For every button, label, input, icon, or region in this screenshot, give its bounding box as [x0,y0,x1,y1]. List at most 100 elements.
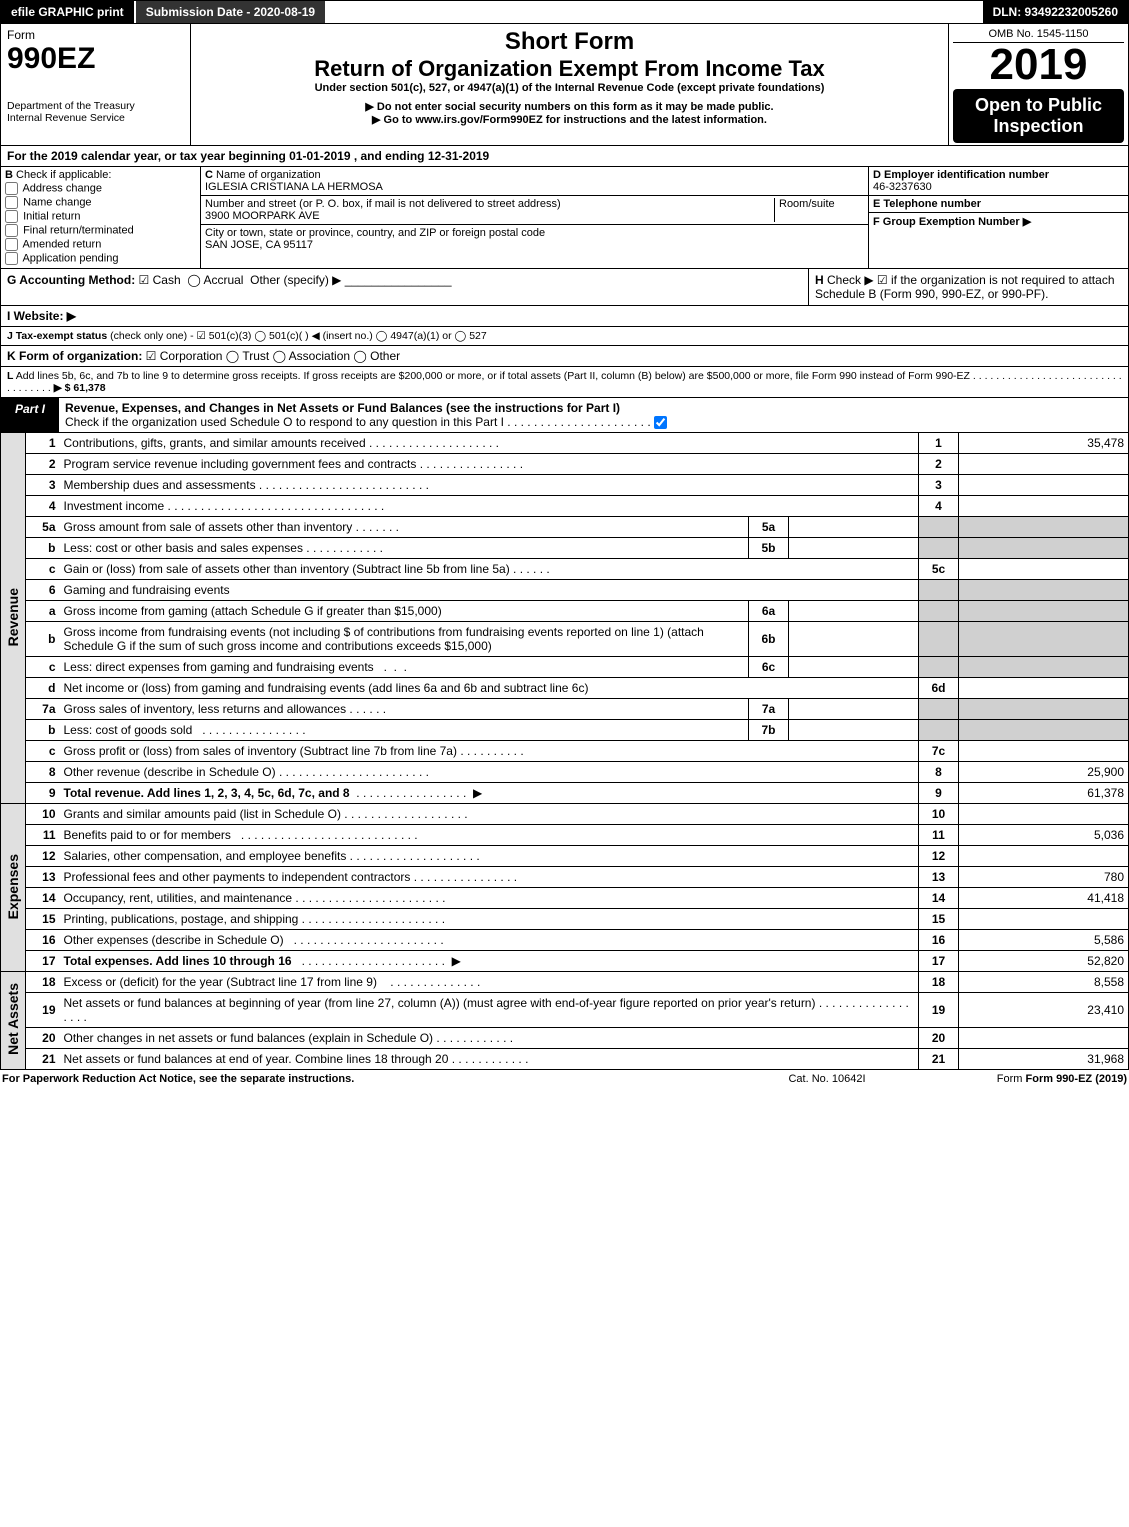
ln-4: 4 [26,496,60,517]
numcol-2: 2 [919,454,959,475]
row-5a: 5a Gross amount from sale of assets othe… [1,517,1129,538]
ln-16: 16 [26,930,60,951]
amt-7a-shade [959,699,1129,720]
chk-app-pending-label: Application pending [22,252,118,264]
ln-7c: c [26,741,60,762]
inbox-6a: 6a [749,601,789,622]
numcol-19: 19 [919,993,959,1028]
box-b-label: B [5,169,13,181]
chk-name-change-label: Name change [23,196,92,208]
line-j-label: J Tax-exempt status [7,330,107,342]
ln-9: 9 [26,783,60,804]
desc-1: Contributions, gifts, grants, and simila… [64,436,366,450]
ln-5b: b [26,538,60,559]
amt-10 [959,804,1129,825]
ln-1: 1 [26,433,60,454]
dln-label: DLN: 93492232005260 [983,1,1128,23]
page-footer: For Paperwork Reduction Act Notice, see … [0,1070,1129,1088]
desc-12: Salaries, other compensation, and employ… [64,849,347,863]
amt-21: 31,968 [959,1049,1129,1070]
revenue-vlabel: Revenue [1,433,26,804]
line-l-amount: ▶ $ 61,378 [54,382,106,394]
footer-pra: For Paperwork Reduction Act Notice, see … [2,1073,727,1085]
ln-6a: a [26,601,60,622]
chk-application-pending[interactable]: Application pending [5,252,196,265]
expenses-vlabel: Expenses [1,804,26,972]
line-k-text: ☑ Corporation ◯ Trust ◯ Association ◯ Ot… [146,349,400,363]
ln-10: 10 [26,804,60,825]
ln-8: 8 [26,762,60,783]
row-2: 2 Program service revenue including gove… [1,454,1129,475]
desc-21: Net assets or fund balances at end of ye… [64,1052,449,1066]
website-label: I Website: ▶ [7,309,76,323]
part1-table: Revenue 1 Contributions, gifts, grants, … [0,433,1129,1070]
line-k-label: K Form of organization: [7,349,142,363]
chk-address-change[interactable]: Address change [5,182,196,195]
chk-amended-return[interactable]: Amended return [5,238,196,251]
line-a-period: For the 2019 calendar year, or tax year … [0,146,1129,167]
ln-2: 2 [26,454,60,475]
desc-19: Net assets or fund balances at beginning… [64,996,816,1010]
desc-16: Other expenses (describe in Schedule O) [64,933,284,947]
org-name: IGLESIA CRISTIANA LA HERMOSA [205,181,383,193]
line-l: L Add lines 5b, 6c, and 7b to line 9 to … [0,367,1129,398]
line-g: G Accounting Method: ☑ Cash ◯ Accrual Ot… [1,269,808,305]
ln-14: 14 [26,888,60,909]
inbox-5b: 5b [749,538,789,559]
open-public-badge: Open to Public Inspection [953,89,1124,143]
row-18: Net Assets 18 Excess or (deficit) for th… [1,972,1129,993]
chk-final-label: Final return/terminated [23,224,134,236]
accounting-cash[interactable]: Cash [153,273,181,287]
ln-12: 12 [26,846,60,867]
chk-final-return[interactable]: Final return/terminated [5,224,196,237]
ln-5a: 5a [26,517,60,538]
inval-6b [789,622,919,657]
desc-7a: Gross sales of inventory, less returns a… [64,702,347,716]
row-6b: b Gross income from fundraising events (… [1,622,1129,657]
ln-5c: c [26,559,60,580]
amt-13: 780 [959,867,1129,888]
numcol-20: 20 [919,1028,959,1049]
accounting-accrual[interactable]: Accrual [203,273,243,287]
desc-10: Grants and similar amounts paid (list in… [64,807,341,821]
ln-17: 17 [26,951,60,972]
desc-6b: Gross income from fundraising events (no… [60,622,749,657]
entity-block: B Check if applicable: Address change Na… [0,167,1129,269]
ein-label: D Employer identification number [873,169,1049,181]
part1-sub: Check if the organization used Schedule … [65,415,504,429]
line-l-text: Add lines 5b, 6c, and 7b to line 9 to de… [16,370,970,382]
line-h-text: Check ▶ ☑ if the organization is not req… [815,273,1115,301]
goto-link[interactable]: ▶ Go to www.irs.gov/Form990EZ for instru… [197,113,942,126]
line-k: K Form of organization: ☑ Corporation ◯ … [0,346,1129,367]
dept-label: Department of the Treasury [7,100,184,112]
numcol-17: 17 [919,951,959,972]
amt-16: 5,586 [959,930,1129,951]
chk-initial-label: Initial return [23,210,80,222]
desc-6c: Less: direct expenses from gaming and fu… [64,660,374,674]
accounting-other[interactable]: Other (specify) ▶ [250,273,341,287]
amt-7c [959,741,1129,762]
inval-5b [789,538,919,559]
no-ssn-note: ▶ Do not enter social security numbers o… [197,100,942,113]
footer-cat: Cat. No. 10642I [727,1073,927,1085]
part1-schedule-o-checkbox[interactable] [654,416,667,429]
numcol-12: 12 [919,846,959,867]
chk-name-change[interactable]: Name change [5,196,196,209]
efile-print-button[interactable]: efile GRAPHIC print [1,1,136,23]
amt-5a-shade [959,517,1129,538]
desc-5b: Less: cost or other basis and sales expe… [64,541,303,555]
chk-initial-return[interactable]: Initial return [5,210,196,223]
amt-5b-shade [959,538,1129,559]
desc-6d: Net income or (loss) from gaming and fun… [60,678,919,699]
box-b: B Check if applicable: Address change Na… [1,167,201,268]
box-b-checkif: Check if applicable: [16,169,111,181]
inbox-6b: 6b [749,622,789,657]
line-g-label: G Accounting Method: [7,273,135,287]
amt-6b-shade [959,622,1129,657]
desc-9: Total revenue. Add lines 1, 2, 3, 4, 5c,… [64,786,350,800]
desc-7b: Less: cost of goods sold [64,723,193,737]
numcol-4: 4 [919,496,959,517]
ln-3: 3 [26,475,60,496]
row-7c: c Gross profit or (loss) from sales of i… [1,741,1129,762]
amt-6c-shade [959,657,1129,678]
